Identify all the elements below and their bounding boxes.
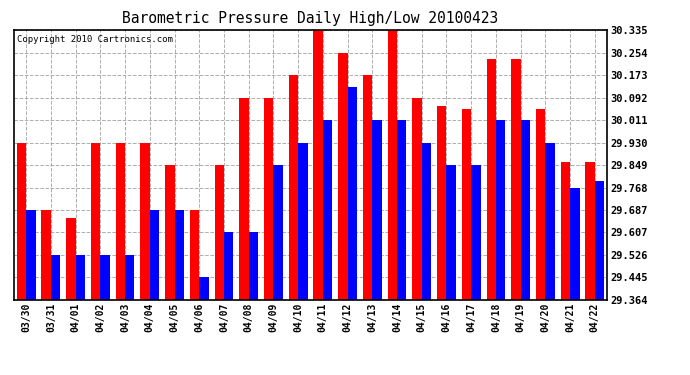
- Bar: [26, 210, 36, 300]
- Bar: [595, 181, 604, 300]
- Bar: [51, 255, 60, 300]
- Bar: [100, 255, 110, 300]
- Bar: [486, 59, 496, 300]
- Bar: [140, 142, 150, 300]
- Bar: [373, 120, 382, 300]
- Bar: [397, 120, 406, 300]
- Bar: [41, 210, 51, 300]
- Bar: [561, 162, 570, 300]
- Bar: [288, 75, 298, 300]
- Bar: [76, 255, 85, 300]
- Bar: [521, 120, 530, 300]
- Bar: [446, 165, 456, 300]
- Bar: [585, 162, 595, 300]
- Bar: [66, 218, 76, 300]
- Bar: [422, 142, 431, 300]
- Bar: [175, 210, 184, 300]
- Bar: [199, 278, 208, 300]
- Bar: [224, 232, 233, 300]
- Bar: [215, 165, 224, 300]
- Bar: [496, 120, 505, 300]
- Bar: [570, 188, 580, 300]
- Bar: [536, 109, 545, 300]
- Bar: [91, 142, 100, 300]
- Bar: [413, 98, 422, 300]
- Bar: [437, 106, 446, 300]
- Bar: [264, 98, 273, 300]
- Bar: [17, 142, 26, 300]
- Bar: [511, 59, 521, 300]
- Bar: [313, 30, 323, 300]
- Bar: [150, 210, 159, 300]
- Bar: [545, 142, 555, 300]
- Bar: [298, 142, 308, 300]
- Bar: [239, 98, 248, 300]
- Bar: [388, 30, 397, 300]
- Bar: [190, 210, 199, 300]
- Bar: [125, 255, 135, 300]
- Bar: [348, 87, 357, 300]
- Text: Copyright 2010 Cartronics.com: Copyright 2010 Cartronics.com: [17, 35, 172, 44]
- Bar: [165, 165, 175, 300]
- Bar: [116, 142, 125, 300]
- Bar: [323, 120, 333, 300]
- Bar: [462, 109, 471, 300]
- Bar: [248, 232, 258, 300]
- Bar: [273, 165, 283, 300]
- Bar: [471, 165, 481, 300]
- Bar: [338, 53, 348, 300]
- Title: Barometric Pressure Daily High/Low 20100423: Barometric Pressure Daily High/Low 20100…: [122, 11, 499, 26]
- Bar: [363, 75, 373, 300]
